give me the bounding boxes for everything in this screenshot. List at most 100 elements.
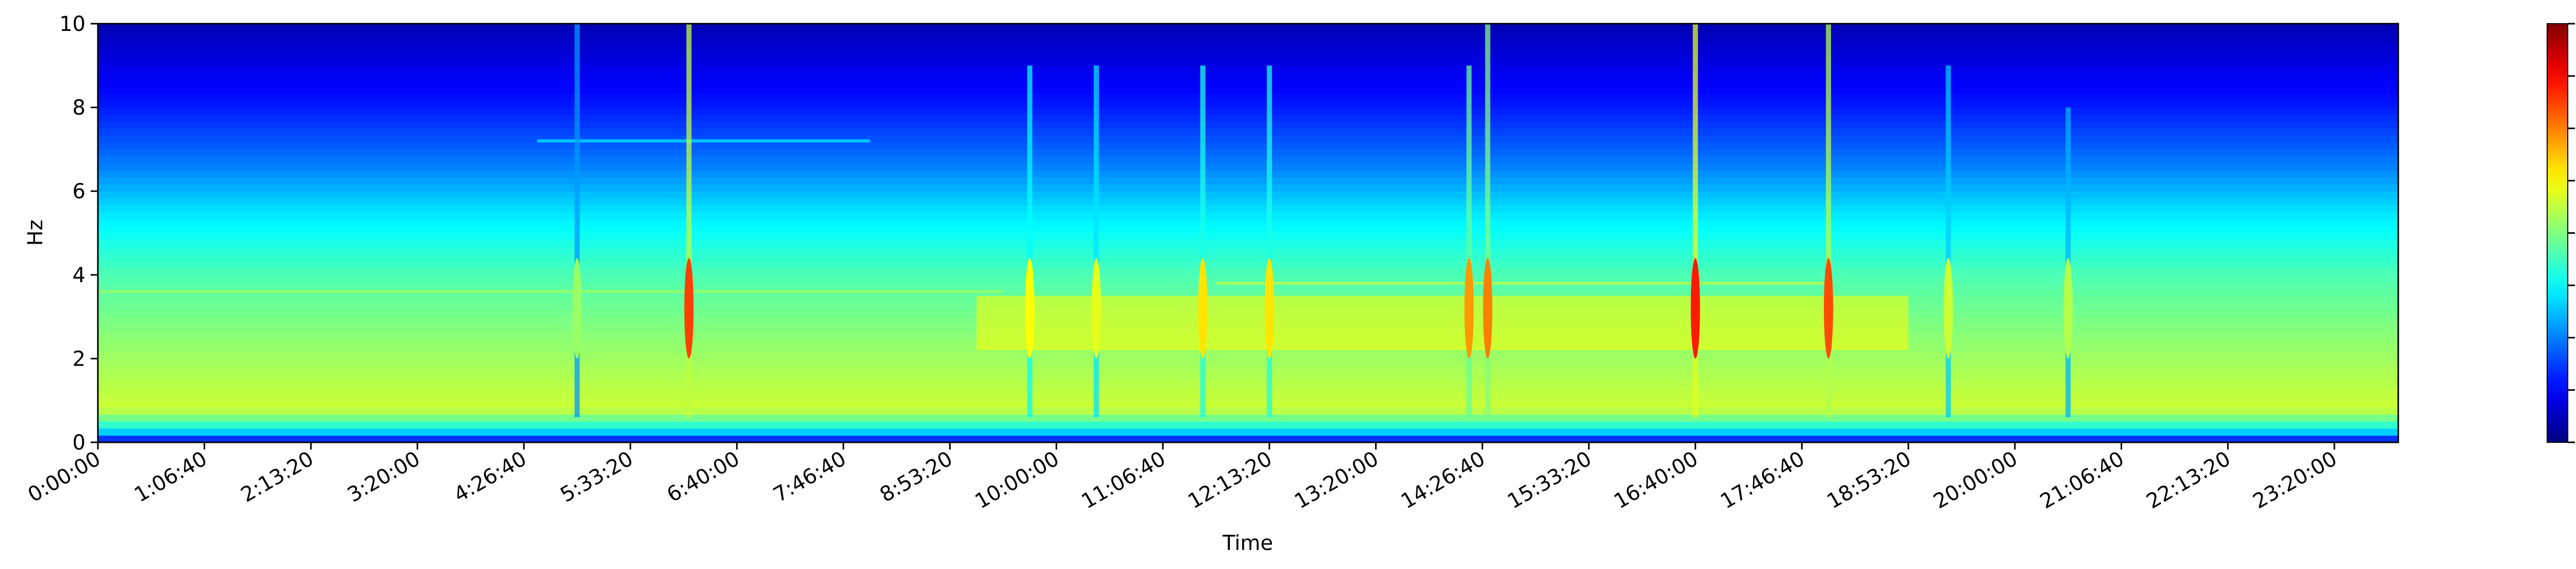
colorbar: +0 dB-10 dB-20 dB-30 dB-40 dB-50 dB-60 d… <box>2547 23 2575 443</box>
spectrum-row <box>98 358 2398 366</box>
y-tick-label: 2 <box>73 347 86 371</box>
spectrum-row <box>98 219 2398 227</box>
spectrum-row <box>98 93 2398 101</box>
spectrum-row <box>98 240 2398 248</box>
x-tick-label: 14:26:40 <box>1397 447 1489 514</box>
x-tick-label: 5:33:20 <box>556 447 637 507</box>
spectrum-row <box>98 30 2398 38</box>
spectrum-row <box>98 121 2398 129</box>
spectrum-row <box>98 205 2398 213</box>
spectrum-row <box>98 128 2398 136</box>
event-streak <box>1466 65 1472 418</box>
spectrum-row <box>98 233 2398 240</box>
spectrum-row <box>98 44 2398 52</box>
spectrum-row <box>98 51 2398 59</box>
event-peak <box>1690 258 1700 359</box>
x-tick-label: 7:46:40 <box>769 447 850 507</box>
event-streak <box>686 24 692 418</box>
event-streak <box>1692 24 1698 418</box>
x-tick-label: 23:20:00 <box>2249 447 2341 514</box>
x-axis: 0:00:00 1:06:40 2:13:20 3:20:00 4:26:40 5:33:… <box>24 442 2341 513</box>
spectrum-row <box>98 198 2398 205</box>
event-peak <box>1264 258 1274 359</box>
event-streak <box>1200 65 1206 418</box>
frequency-band <box>98 290 1004 294</box>
spectrum-row <box>98 79 2398 87</box>
spectrum-row <box>98 254 2398 262</box>
event-streak <box>1093 65 1099 418</box>
x-tick-label: 22:13:20 <box>2143 447 2235 514</box>
y-tick-label: 8 <box>73 96 86 120</box>
spectrum-row <box>98 268 2398 275</box>
spectrum-row <box>98 400 2398 408</box>
y-tick-label: 10 <box>59 12 86 36</box>
spectrum-row <box>98 184 2398 192</box>
event-streak <box>1826 24 1832 418</box>
event-peak <box>1483 258 1493 359</box>
x-tick-label: 11:06:40 <box>1078 447 1170 514</box>
y-tick-label: 6 <box>73 180 86 203</box>
spectrum-row <box>98 163 2398 171</box>
spectrum-row <box>98 393 2398 401</box>
spectrum-row <box>98 407 2398 415</box>
spectrum-row <box>98 421 2398 429</box>
event-peak <box>572 258 582 359</box>
spectrum-row <box>98 142 2398 150</box>
event-peak <box>1824 258 1834 359</box>
colorbar-gradient <box>2547 23 2568 443</box>
event-streak <box>1266 65 1272 418</box>
x-tick-label: 21:06:40 <box>2036 447 2128 514</box>
x-tick-label: 10:00:00 <box>971 447 1063 514</box>
x-tick-label: 1:06:40 <box>130 447 211 507</box>
spectrum-row <box>98 65 2398 73</box>
x-tick-label: 6:40:00 <box>663 447 744 507</box>
spectrum-row <box>98 365 2398 373</box>
spectrum-row <box>98 149 2398 157</box>
plot-frame <box>97 23 2399 443</box>
x-tick-label: 2:13:20 <box>237 447 318 507</box>
spectrogram-heatmap <box>98 24 2398 443</box>
spectrum-row <box>98 72 2398 80</box>
event-peak <box>1943 258 1953 359</box>
event-peak <box>684 258 694 359</box>
y-tick-label: 4 <box>73 264 86 287</box>
spectrum-row <box>98 58 2398 66</box>
plot-area <box>97 23 2399 443</box>
spectrum-row <box>98 212 2398 219</box>
spectrum-row <box>98 24 2398 31</box>
x-tick-label: 20:00:00 <box>1929 447 2022 514</box>
x-tick-label: 15:33:20 <box>1503 447 1596 514</box>
spectrum-row <box>98 226 2398 234</box>
colorbar-ticks: +0 dB-10 dB-20 dB-30 dB-40 dB-50 dB-60 d… <box>2568 23 2575 443</box>
spectrum-row <box>98 247 2398 254</box>
spectrum-row <box>98 414 2398 422</box>
x-tick-label: 13:20:00 <box>1291 447 1383 514</box>
x-tick-label: 18:53:20 <box>1823 447 1916 514</box>
event-streak <box>574 24 580 418</box>
frequency-band <box>537 139 870 143</box>
spectrum-row <box>98 135 2398 143</box>
spectrum-row <box>98 351 2398 359</box>
y-axis-label: Hz <box>24 219 47 246</box>
event-streak <box>1485 24 1490 418</box>
x-axis-label: Time <box>1222 531 1273 555</box>
spectrum-row <box>98 100 2398 108</box>
spectrum-row <box>98 114 2398 122</box>
spectrum-row <box>98 274 2398 282</box>
x-tick-label: 16:40:00 <box>1610 447 1702 514</box>
x-tick-label: 12:13:20 <box>1184 447 1276 514</box>
event-peak <box>1025 258 1035 359</box>
event-peak <box>2063 258 2073 359</box>
event-streak <box>1945 65 1951 418</box>
event-peak <box>1091 258 1101 359</box>
spectrum-row <box>98 372 2398 380</box>
event-peak <box>1198 258 1208 359</box>
y-tick-label: 0 <box>73 431 86 455</box>
x-tick-label: 0:00:00 <box>24 447 105 507</box>
spectrum-row <box>98 261 2398 268</box>
spectrum-row <box>98 380 2398 387</box>
spectrum-row <box>98 38 2398 45</box>
spectrum-row <box>98 191 2398 199</box>
spectrum-row <box>98 435 2398 443</box>
